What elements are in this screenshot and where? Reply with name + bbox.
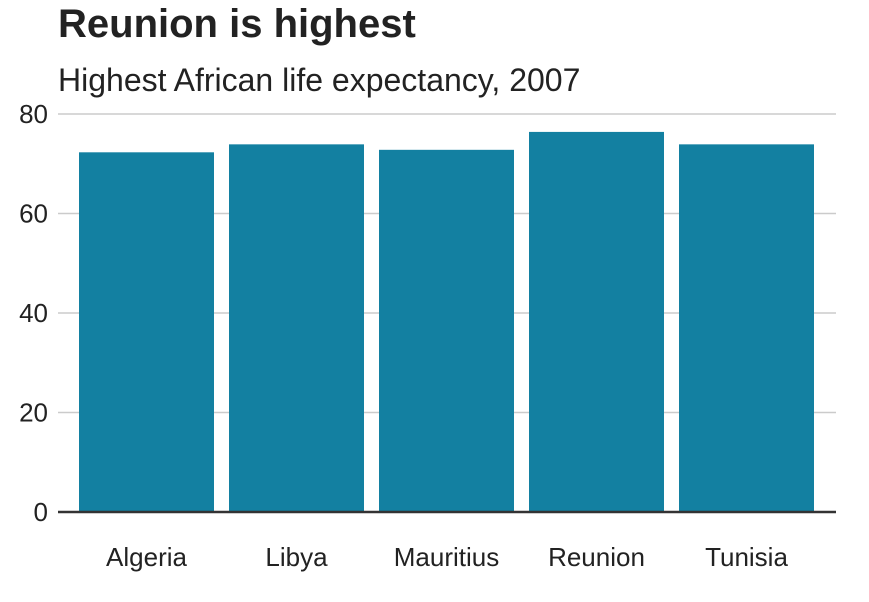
y-tick-label: 20	[19, 398, 48, 428]
x-axis-tick-labels: Algeria Libya Mauritius Reunion Tunisia	[106, 542, 788, 572]
y-tick-label: 60	[19, 199, 48, 229]
y-tick-label: 80	[19, 99, 48, 129]
chart-title: Reunion is highest	[58, 2, 416, 46]
y-tick-label: 0	[34, 497, 48, 527]
bar-mauritius	[379, 149, 514, 512]
y-tick-label: 40	[19, 298, 48, 328]
chart-subtitle: Highest African life expectancy, 2007	[58, 62, 581, 98]
bars	[79, 131, 814, 512]
x-tick-label-mauritius: Mauritius	[394, 542, 499, 572]
y-axis-tick-labels: 0 20 40 60 80	[19, 99, 48, 527]
bar-algeria	[79, 152, 214, 512]
bar-libya	[229, 144, 364, 512]
bar-tunisia	[679, 144, 814, 512]
bar-reunion	[529, 131, 664, 512]
x-tick-label-tunisia: Tunisia	[705, 542, 788, 572]
x-tick-label-reunion: Reunion	[548, 542, 645, 572]
x-tick-label-libya: Libya	[265, 542, 328, 572]
x-tick-label-algeria: Algeria	[106, 542, 187, 572]
